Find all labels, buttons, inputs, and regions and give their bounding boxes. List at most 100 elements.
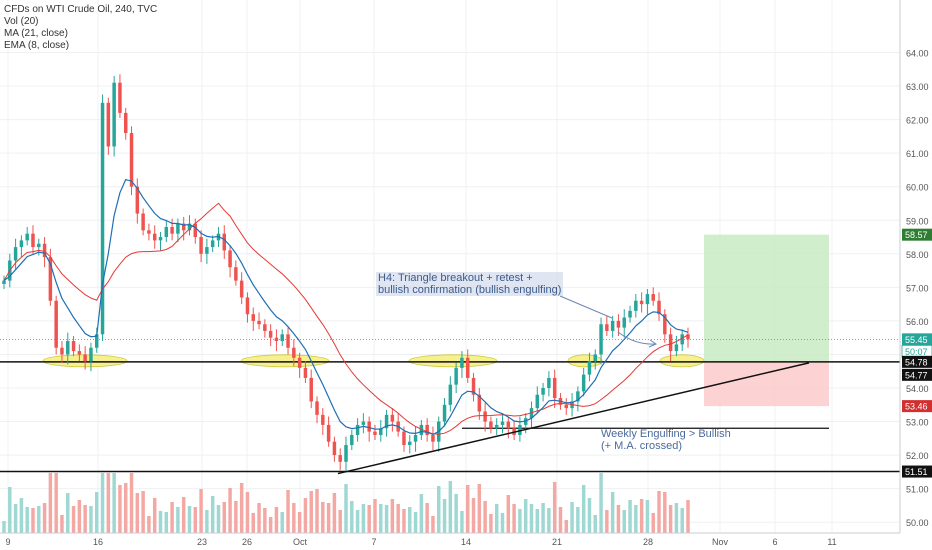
volume-bar <box>379 504 383 533</box>
candle-body <box>379 428 383 435</box>
weekly-engulfing-note[interactable]: Weekly Engulfing > Bullish (+ M.A. cross… <box>601 428 731 452</box>
volume-bar <box>164 512 169 533</box>
candle-body <box>442 404 447 422</box>
volume-bar <box>326 503 331 533</box>
time-tick-label: 21 <box>552 537 562 547</box>
candle-body <box>605 324 609 331</box>
candle-body <box>170 226 174 234</box>
candle-body <box>326 424 331 442</box>
volume-bar <box>581 485 586 533</box>
time-axis[interactable]: 9 16 23 26 Oct 7 14 21 28 Nov 6 11 <box>0 532 900 547</box>
volume-bar <box>129 473 134 533</box>
legend-symbol[interactable]: CFDs on WTI Crude Oil, 240, TVC <box>4 4 158 15</box>
legend-ema[interactable]: EMA (8, close) <box>4 40 70 51</box>
volume-bar <box>355 510 360 533</box>
candle-body <box>257 320 261 325</box>
volume-bar <box>54 473 58 533</box>
triangle-note-line1: H4: Triangle breakout + retest + <box>378 272 533 284</box>
volume-bar <box>147 516 151 533</box>
candle-body <box>292 347 296 358</box>
time-tick-label: 7 <box>371 537 376 547</box>
price-label-box <box>902 333 932 346</box>
candle-body <box>164 226 169 238</box>
position-zones <box>704 234 829 407</box>
volume-bar <box>413 512 418 533</box>
time-tick-label: 11 <box>827 537 836 547</box>
candle-body <box>483 411 487 422</box>
volume-bar <box>19 498 24 533</box>
candle-body <box>118 82 122 113</box>
candle-body <box>187 223 192 231</box>
volume-bar <box>431 516 435 533</box>
price-label: 50:07 <box>905 347 928 357</box>
candle-body <box>48 257 53 301</box>
candle-body <box>639 300 644 305</box>
candle-body <box>460 357 464 368</box>
arrow-to-breakout <box>559 295 613 319</box>
candle-body <box>390 414 395 422</box>
candle-body <box>361 421 366 425</box>
volume-bar <box>460 511 464 533</box>
volume-bar <box>558 507 563 533</box>
target-zone <box>704 234 829 362</box>
legend-volume[interactable]: Vol (20) <box>4 16 39 27</box>
candle-body <box>83 354 87 362</box>
volume-bar <box>639 499 644 533</box>
legend-ma[interactable]: MA (21, close) <box>4 28 68 39</box>
candle-body <box>210 240 215 248</box>
time-tick-label: Nov <box>712 537 729 547</box>
volume-bar <box>622 510 626 533</box>
triangle-breakout-note[interactable]: H4: Triangle breakout + retest + bullish… <box>376 272 564 296</box>
volume-bar <box>158 511 163 533</box>
triangle-note-line2: bullish confirmation (bullish engulfing) <box>378 284 562 296</box>
price-tick-label: 53.00 <box>906 418 929 428</box>
price-tick-label: 63.00 <box>906 82 929 92</box>
volume-bar <box>37 506 41 533</box>
volume-bar <box>205 510 209 533</box>
price-tick-label: 64.00 <box>906 49 929 59</box>
ma-21-line <box>3 202 689 435</box>
candle-body <box>77 351 82 355</box>
candle-body <box>367 421 371 432</box>
candle-body <box>471 377 476 395</box>
volume-bar <box>518 509 522 533</box>
volume-bar <box>152 498 157 533</box>
candle-body <box>587 361 592 375</box>
support-highlight-ellipse <box>659 354 705 368</box>
volume-bar <box>437 486 441 533</box>
volume-bar <box>2 521 6 533</box>
candle-body <box>506 421 511 429</box>
volume-bar <box>100 473 105 533</box>
candle-body <box>112 82 116 147</box>
candle-body <box>274 337 279 342</box>
volume-bar <box>384 505 389 533</box>
candle-body <box>25 233 29 241</box>
candle-body <box>268 330 273 338</box>
candle-body <box>297 357 302 368</box>
candle-body <box>465 357 470 378</box>
volume-bar <box>547 508 551 533</box>
volume-bar <box>523 499 528 533</box>
arrow-to-retest <box>617 331 656 345</box>
volume-bar <box>454 494 458 533</box>
candle-body <box>668 334 673 352</box>
volume-bar <box>361 504 366 533</box>
candle-body <box>158 237 163 241</box>
time-tick-label: Oct <box>293 537 308 547</box>
price-axis[interactable]: 50.0051.0052.0053.0054.0055.0056.0057.00… <box>899 0 932 550</box>
volume-bar <box>529 504 534 533</box>
price-label-box <box>902 355 932 368</box>
price-tick-label: 61.00 <box>906 149 929 159</box>
moving-averages <box>3 178 689 436</box>
volume-bar <box>89 506 93 533</box>
volume-bar <box>628 500 632 533</box>
volume-bar <box>210 496 215 533</box>
volume-bar <box>477 484 482 533</box>
candle-body <box>42 243 47 258</box>
volume-bar <box>616 505 621 533</box>
volume-bar <box>500 513 505 533</box>
volume-bar <box>552 482 557 533</box>
candle-body <box>576 391 580 402</box>
candle-body <box>344 445 348 462</box>
